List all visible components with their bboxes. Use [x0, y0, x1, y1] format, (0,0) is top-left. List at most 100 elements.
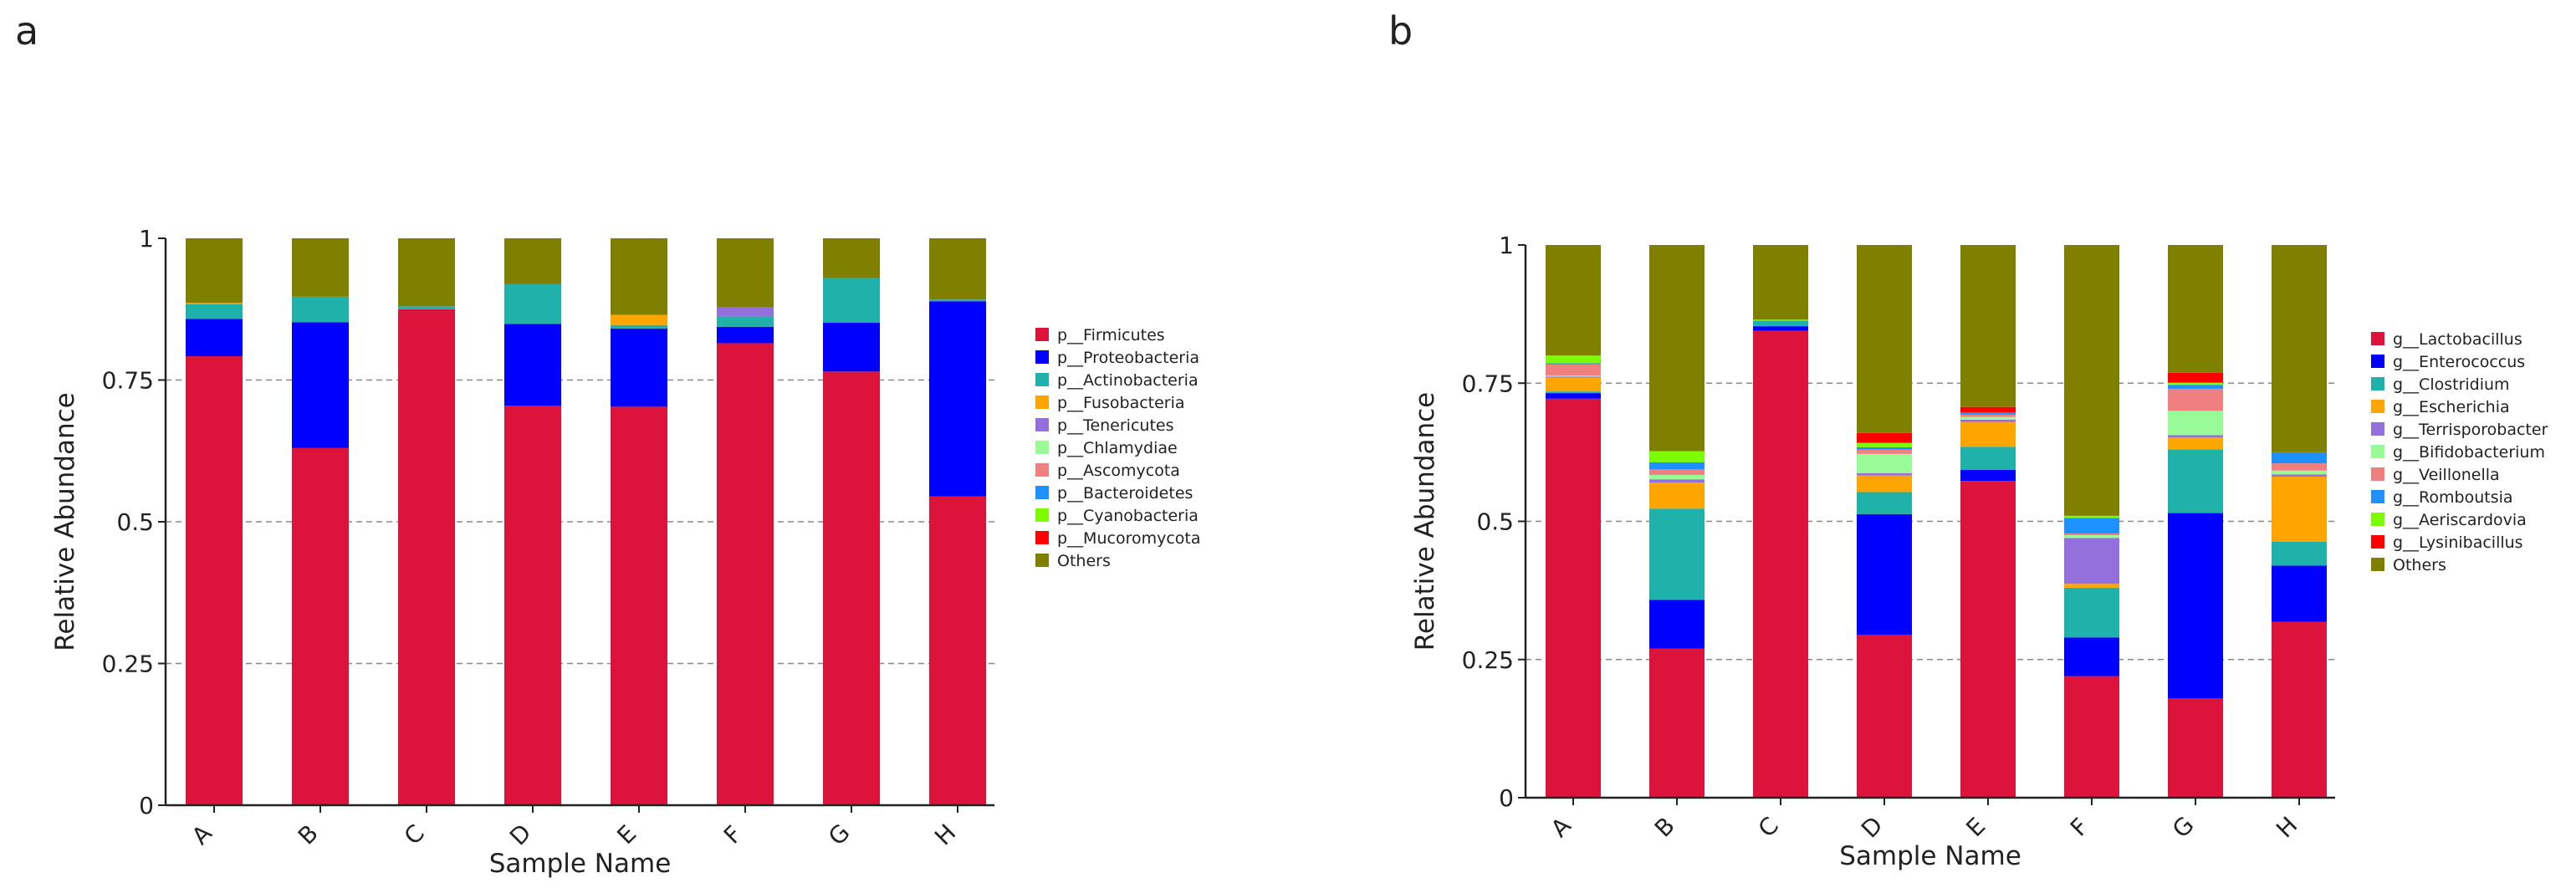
y-tick-label: 0.75 [102, 367, 154, 395]
bar-segment-H-g-terrisporobacter [2272, 474, 2327, 477]
x-tick-label: B [293, 819, 324, 850]
bar-segment-C-others [1753, 245, 1808, 320]
legend-swatch [1035, 396, 1049, 409]
bar-segment-D-p-firmicutes [504, 406, 561, 805]
bar-segment-D-g-aeriscardovia [1857, 442, 1912, 447]
bar-segment-E-g-terrisporobacter [1960, 419, 2016, 422]
bar-segment-G-g-escherichia [2168, 437, 2223, 450]
bar-segment-A-g-escherichia [1546, 377, 1601, 392]
bar-segment-F-g-escherichia [2064, 584, 2119, 588]
y-tick-label: 1 [1499, 232, 1514, 259]
x-tick-label: H [929, 819, 961, 850]
y-tick-label: 0.5 [116, 508, 154, 536]
bar-segment-A-p-firmicutes [186, 356, 243, 805]
legend-swatch [1035, 531, 1049, 544]
bar-segment-E-g-bifidobacterium [1960, 416, 2016, 420]
x-axis-title: Sample Name [1839, 841, 2021, 871]
bar-segment-D-g-terrisporobacter [1857, 472, 1912, 476]
bar-segment-E-p-fusobacteria [611, 314, 667, 325]
x-tick-label: A [1546, 812, 1577, 843]
bar-segment-C-g-enterococcus [1753, 326, 1808, 331]
legend-label: g__Lysinibacillus [2393, 533, 2523, 552]
bar-segment-B-others [1649, 245, 1705, 452]
bar-segment-E-g-veillonella [1960, 414, 2016, 417]
bar-segment-E-p-firmicutes [611, 406, 667, 805]
bar-segment-F-g-lactobacillus [2064, 676, 2119, 798]
bar-segment-F-p-proteobacteria [717, 326, 774, 344]
legend-label: p__Proteobacteria [1057, 349, 1199, 367]
bar-segment-G-p-firmicutes [823, 371, 880, 806]
bar-segment-F-g-enterococcus [2064, 637, 2119, 676]
bar-segment-D-g-escherichia [1857, 475, 1912, 492]
legend-swatch [2371, 467, 2384, 481]
x-tick-label: G [2167, 811, 2200, 844]
x-tick-label: E [611, 819, 641, 850]
y-axis-title: Relative Abundance [50, 392, 80, 651]
legend-label: p__Ascomycota [1057, 462, 1180, 480]
bar-segment-E-g-lysinibacillus [1960, 406, 2016, 413]
x-tick-label: D [504, 819, 537, 851]
legend-label: g__Lactobacillus [2393, 330, 2522, 349]
legend-label: p__Actinobacteria [1057, 371, 1199, 390]
legend-label: p__Mucoromycota [1057, 529, 1201, 548]
legend-swatch [2371, 535, 2384, 549]
bar-segment-E-p-proteobacteria [611, 328, 667, 407]
bar-segment-B-g-aeriscardovia [1649, 451, 1705, 462]
bar-segment-H-p-proteobacteria [929, 301, 986, 497]
y-tick-label: 0 [1499, 784, 1514, 812]
bar-segment-A-g-lactobacillus [1546, 398, 1601, 798]
bar-segment-A-g-veillonella [1546, 364, 1601, 375]
bar-segment-H-g-enterococcus [2272, 565, 2327, 622]
bar-segment-E-others [611, 238, 667, 315]
y-axis-title: Relative Abundance [1410, 392, 1440, 651]
bar-segment-G-g-enterococcus [2168, 513, 2223, 699]
legend-label: p__Fusobacteria [1057, 394, 1185, 412]
bar-segment-G-g-veillonella [2168, 388, 2223, 411]
bar-segment-G-p-proteobacteria [823, 323, 880, 372]
bar-segment-E-g-lactobacillus [1960, 481, 2016, 798]
x-tick-label: G [823, 819, 856, 851]
bar-segment-H-others [929, 238, 986, 300]
bar-segment-E-g-clostridium [1960, 447, 2016, 471]
y-tick-label: 0.25 [1462, 646, 1514, 674]
bar-segment-D-g-enterococcus [1857, 513, 1912, 635]
legend-swatch [1035, 554, 1049, 567]
bar-segment-F-p-actinobacteria [717, 316, 774, 327]
bar-segment-B-g-terrisporobacter [1649, 479, 1705, 483]
bar-segment-C-g-lactobacillus [1753, 330, 1808, 799]
bar-segment-F-p-tenericutes [717, 307, 774, 317]
legend-swatch [1035, 441, 1049, 454]
bar-segment-G-others [823, 238, 880, 278]
legend-label: g__Veillonella [2393, 466, 2500, 484]
legend-label: g__Romboutsia [2393, 488, 2513, 507]
bar-segment-A-others [1546, 245, 1601, 356]
chart-b: A B C D E F G H 0 0.25 0.5 0.75 1 Sample Name Relative… [1410, 232, 2548, 871]
legend-swatch [2371, 513, 2384, 526]
bar-segment-C-p-actinobacteria [398, 306, 455, 309]
bar-segment-A-g-bifidobacterium [1546, 375, 1601, 377]
x-tick-label: E [1960, 812, 1991, 842]
bar-segment-B-g-enterococcus [1649, 600, 1705, 649]
bar-segment-H-g-clostridium [2272, 541, 2327, 566]
y-tick-label: 0.25 [102, 651, 154, 678]
legend-swatch [1035, 418, 1049, 431]
y-tick-label: 0.75 [1462, 370, 1514, 397]
bar-segment-G-p-actinobacteria [823, 278, 880, 324]
legend-swatch [1035, 328, 1049, 341]
bar-segment-H-g-bifidobacterium [2272, 470, 2327, 475]
bar-segment-F-g-aeriscardovia [2064, 515, 2119, 518]
bar-segment-F-g-bifidobacterium [2064, 535, 2119, 538]
bar-segment-H-p-firmicutes [929, 496, 986, 805]
bar-segment-A-others [186, 238, 243, 304]
bar-segment-G-g-terrisporobacter [2168, 435, 2223, 438]
bar-segment-D-g-romboutsia [1857, 447, 1912, 450]
x-tick-label: D [1856, 811, 1889, 844]
legend-swatch [1035, 350, 1049, 364]
x-tick-label: H [2271, 811, 2303, 843]
y-tick-label: 0.5 [1476, 508, 1514, 536]
legend-swatch [1035, 508, 1049, 522]
bar-segment-H-g-lactobacillus [2272, 621, 2327, 798]
legend-swatch [1035, 463, 1049, 477]
bar-segment-F-g-clostridium [2064, 587, 2119, 638]
legend-swatch [1035, 486, 1049, 499]
